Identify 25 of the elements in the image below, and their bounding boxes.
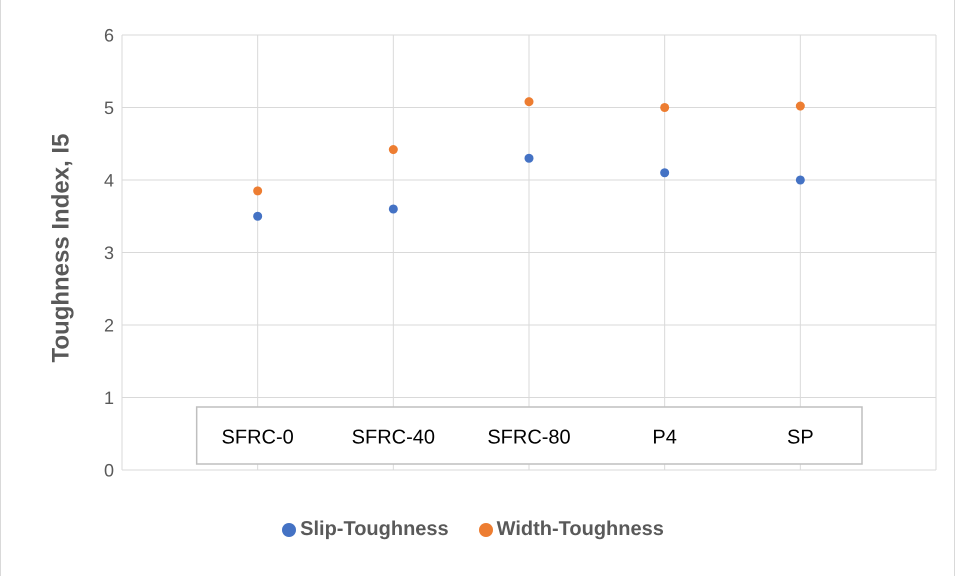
y-tick-label: 3 xyxy=(104,242,114,263)
y-tick-label: 0 xyxy=(104,460,114,480)
x-tick-label: SP xyxy=(786,426,814,448)
point xyxy=(253,212,262,221)
point xyxy=(524,97,534,106)
x-tick-label: SFRC-40 xyxy=(352,426,436,448)
x-tick-label: SFRC-0 xyxy=(222,426,294,448)
point xyxy=(388,204,398,214)
point xyxy=(524,154,534,163)
legend-label: Width-Toughness xyxy=(496,518,664,540)
point xyxy=(660,168,670,178)
y-tick-label: 2 xyxy=(104,315,114,336)
point xyxy=(660,102,670,112)
y-tick-label: 6 xyxy=(104,25,114,46)
point xyxy=(796,102,805,111)
y-tick-label: 1 xyxy=(104,388,114,408)
x-tick-label: P4 xyxy=(652,426,677,448)
point xyxy=(388,145,398,154)
legend-label: Slip-Toughness xyxy=(300,518,449,540)
y-tick-label: 4 xyxy=(104,170,114,190)
y-axis-title: Toughness Index, I5 xyxy=(48,134,75,362)
y-tick-label: 5 xyxy=(104,98,114,118)
point xyxy=(253,186,262,196)
x-tick-label: SFRC-80 xyxy=(487,426,571,448)
point xyxy=(796,175,805,185)
